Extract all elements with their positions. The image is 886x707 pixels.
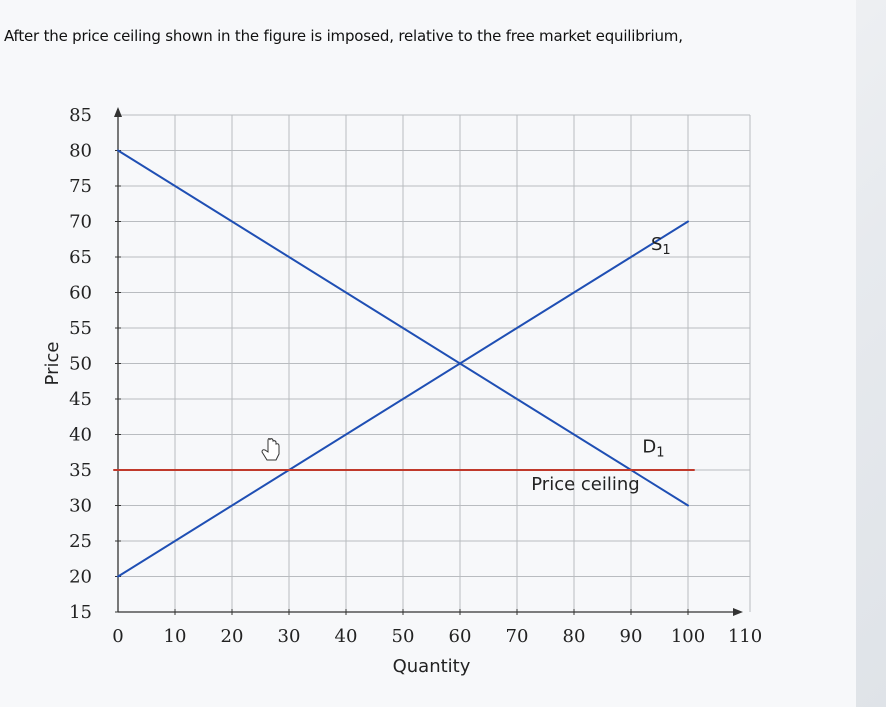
x-axis-label: Quantity: [393, 656, 471, 677]
x-tick-label-40: 40: [335, 626, 358, 647]
x-tick-label-90: 90: [620, 626, 643, 647]
y-tick-label-55: 55: [69, 318, 92, 339]
axes: [114, 107, 743, 616]
y-tick-label-75: 75: [69, 176, 92, 197]
y-tick-label-35: 35: [69, 460, 92, 481]
y-tick-label-50: 50: [69, 354, 92, 375]
grid: [118, 114, 751, 612]
y-tick-label-45: 45: [69, 389, 92, 410]
curve-label-d1: D1: [642, 436, 664, 460]
y-tick-label-15: 15: [69, 602, 92, 623]
x-tick-label-0: 0: [112, 626, 123, 647]
x-tick-label-30: 30: [278, 626, 301, 647]
x-tick-label-80: 80: [563, 626, 586, 647]
y-tick-label-70: 70: [69, 212, 92, 233]
x-tick-label-100: 100: [671, 626, 705, 647]
series-lines: [113, 149, 695, 578]
hand-cursor-icon: [261, 438, 280, 461]
y-tick-label-25: 25: [69, 531, 92, 552]
x-tick-label-50: 50: [392, 626, 415, 647]
curve-label-price-ceiling: Price ceiling: [531, 474, 639, 495]
hand-cursor-shape: [261, 438, 280, 461]
question-card: After the price ceiling shown in the fig…: [4, 27, 683, 45]
series-line-s1: [117, 220, 689, 578]
curve-label-s1: S1: [651, 234, 671, 258]
y-tick-label-40: 40: [69, 425, 92, 446]
x-tick-label-20: 20: [221, 626, 244, 647]
y-tick-label-20: 20: [69, 567, 92, 588]
question-text: After the price ceiling shown in the fig…: [4, 27, 683, 45]
y-tick-label-60: 60: [69, 283, 92, 304]
y-axis-label: Price: [42, 342, 63, 386]
tick-labels: 0 10 20 30 40 50 60 70 80 90 100 110 15 20 25 30 35 40 45 5…: [69, 105, 762, 647]
series-line-d1: [117, 149, 689, 507]
x-tick-label-70: 70: [506, 626, 529, 647]
y-tick-label-65: 65: [69, 247, 92, 268]
x-tick-label-110: 110: [728, 626, 762, 647]
y-tick-label-85: 85: [69, 105, 92, 126]
x-tick-label-10: 10: [164, 626, 187, 647]
y-tick-label-30: 30: [69, 496, 92, 517]
x-tick-label-60: 60: [449, 626, 472, 647]
x-axis-arrow-icon: [733, 608, 743, 616]
y-tick-label-80: 80: [69, 141, 92, 162]
